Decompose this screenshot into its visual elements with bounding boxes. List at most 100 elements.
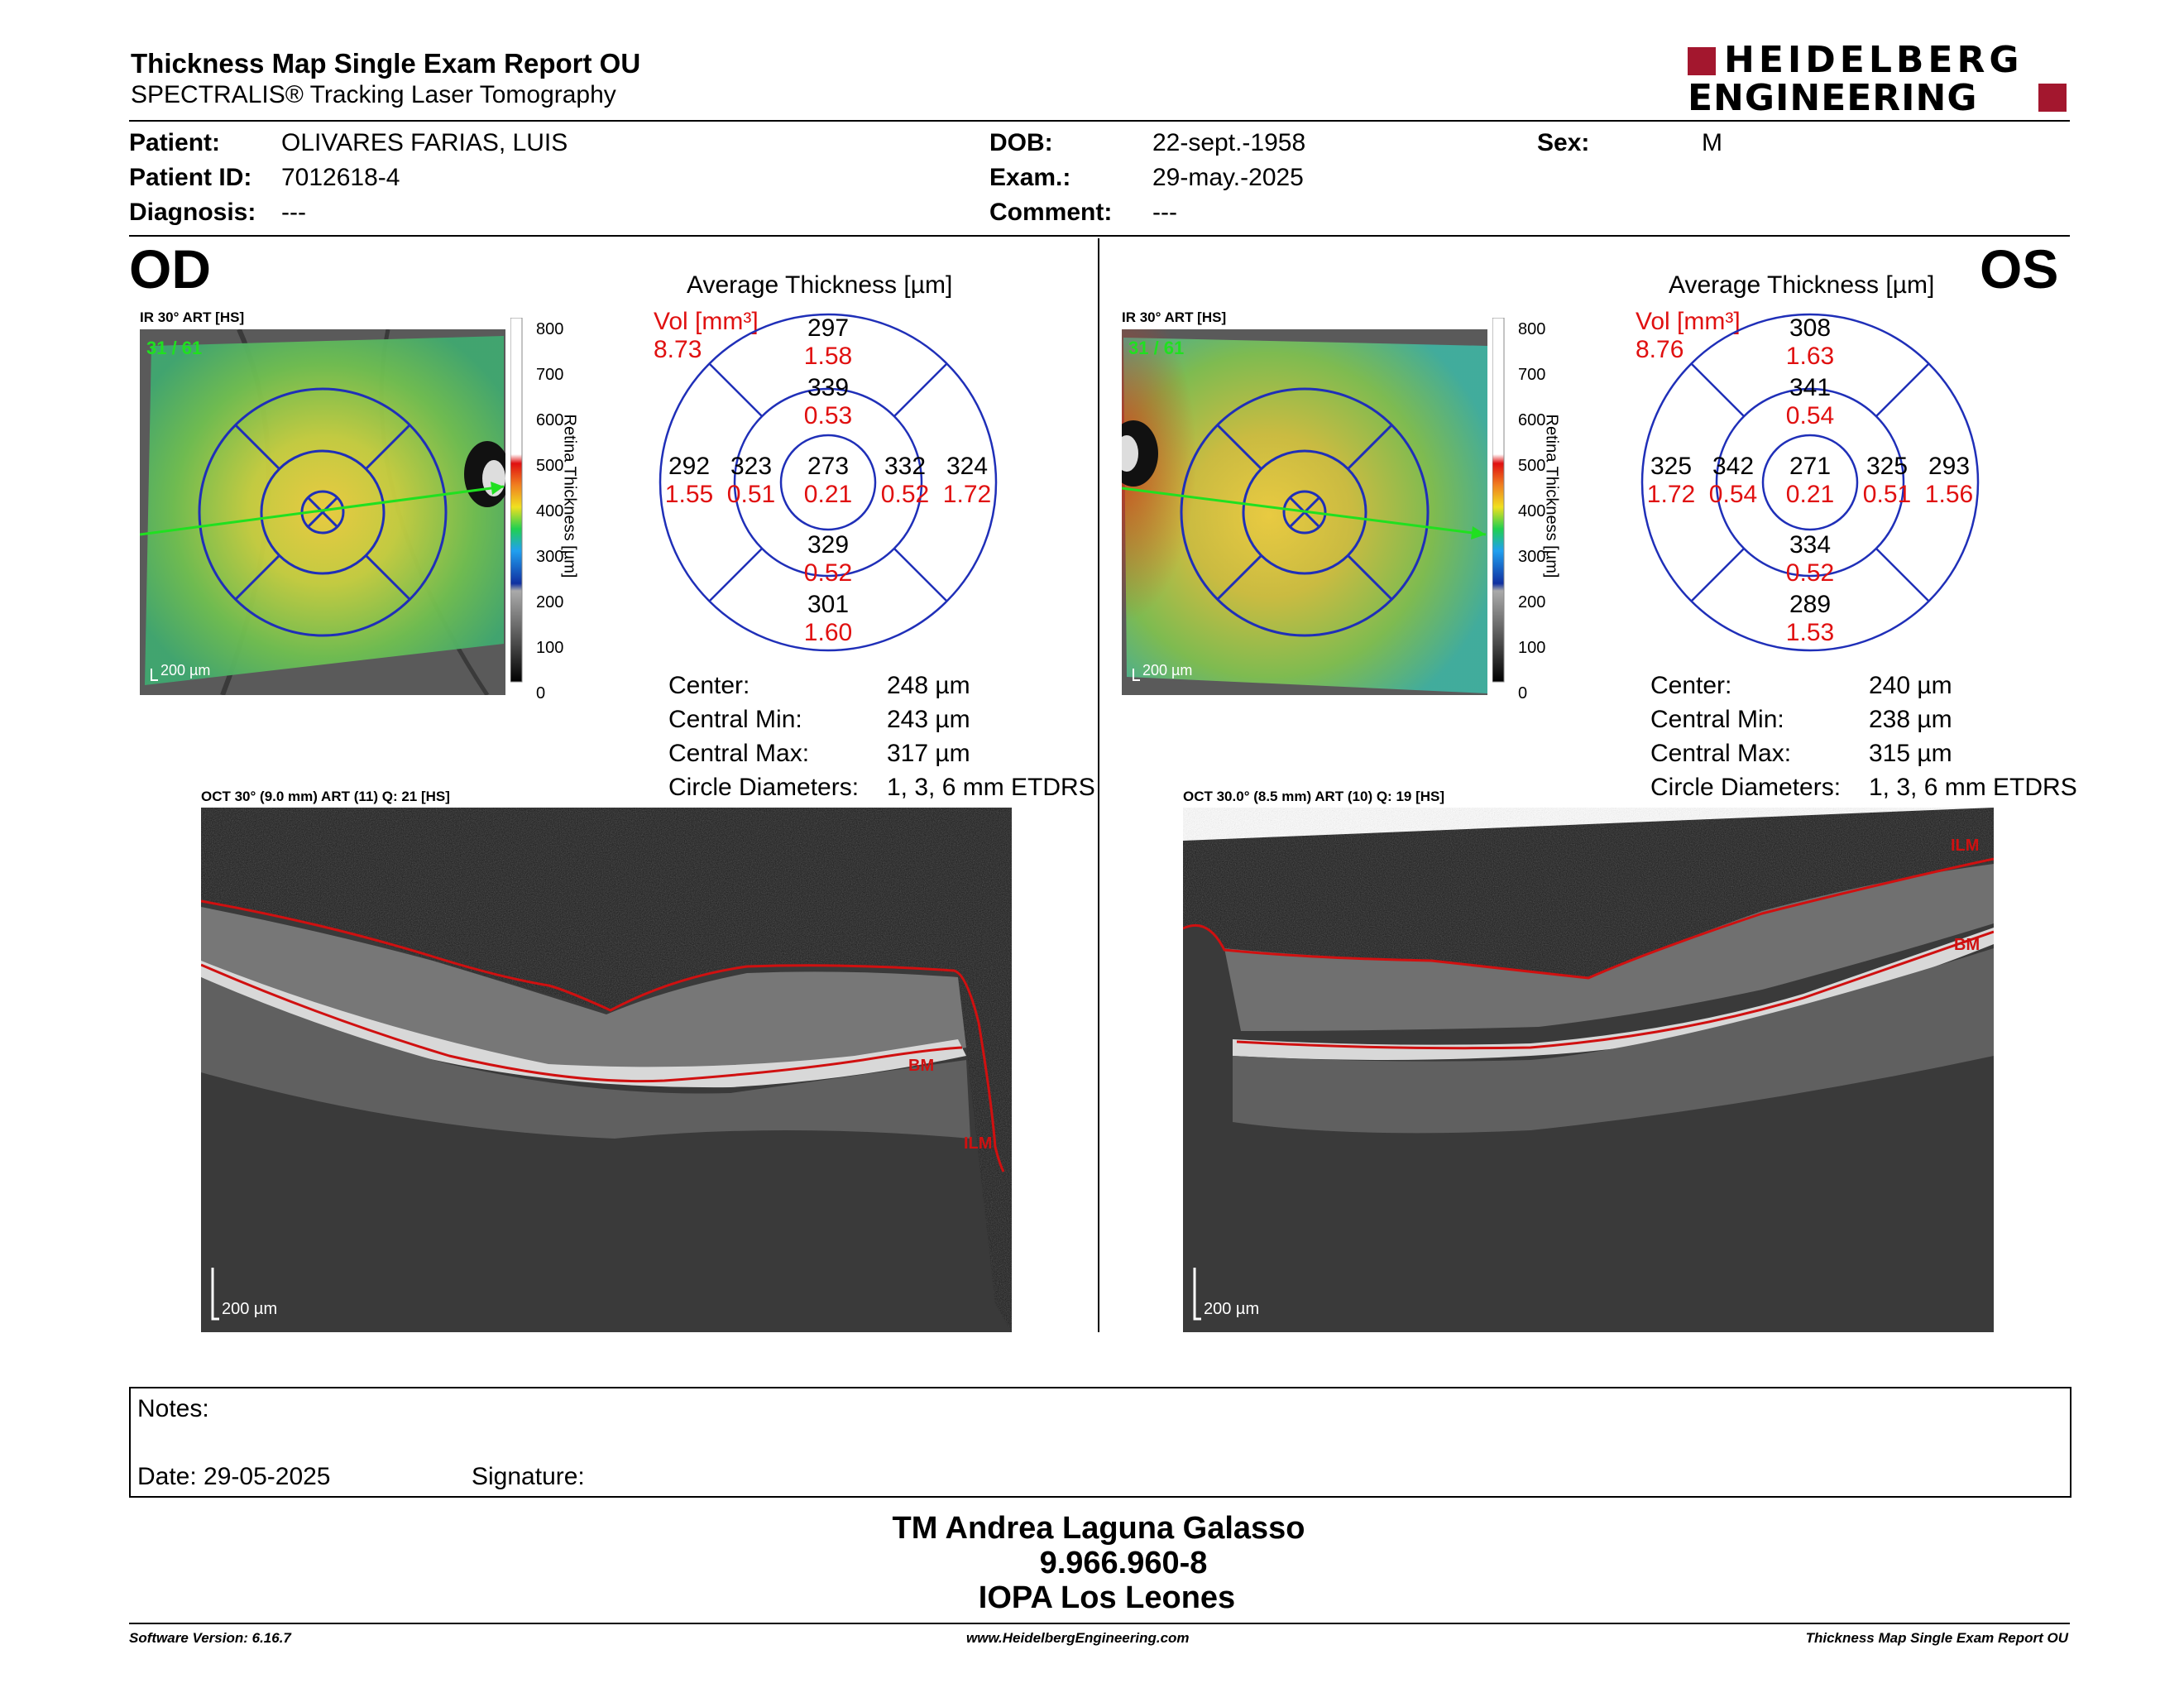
os-outer-right-thickness: 293 bbox=[1928, 453, 1970, 480]
od-outer-sup-thickness: 297 bbox=[807, 314, 849, 342]
od-colorbar bbox=[510, 317, 610, 690]
od-tick-100: 100 bbox=[536, 639, 564, 657]
od-tick-500: 500 bbox=[536, 457, 564, 475]
os-oct-bscan: ILM BM 200 µm bbox=[1183, 808, 1994, 1332]
od-scale-bar: 200 µm bbox=[160, 662, 210, 679]
od-center-volume: 0.21 bbox=[804, 481, 852, 508]
od-diam-label: Circle Diameters: bbox=[668, 774, 860, 801]
os-min-label: Central Min: bbox=[1650, 706, 1784, 733]
od-outer-left-thickness: 292 bbox=[668, 453, 710, 480]
os-outer-left-thickness: 325 bbox=[1650, 453, 1692, 480]
od-inner-inf-volume: 0.52 bbox=[804, 559, 852, 587]
od-avg-title: Average Thickness [µm] bbox=[687, 271, 953, 299]
os-vol-label: Vol [mm³] bbox=[1636, 308, 1741, 335]
logo-line-2: ENGINEERING bbox=[1688, 77, 1978, 119]
os-inner-inf-thickness: 334 bbox=[1789, 531, 1831, 559]
od-tick-400: 400 bbox=[536, 502, 564, 520]
od-inner-inf-thickness: 329 bbox=[807, 531, 849, 559]
os-vol-value: 8.76 bbox=[1636, 336, 1684, 363]
od-outer-left-volume: 1.55 bbox=[665, 481, 713, 508]
od-frame-counter: 31 / 61 bbox=[146, 338, 202, 358]
signature-label: Signature: bbox=[472, 1463, 585, 1490]
od-eye-label: OD bbox=[129, 238, 211, 300]
report-subtitle: SPECTRALIS® Tracking Laser Tomography bbox=[131, 81, 616, 108]
signer-id: 9.966.960-8 bbox=[1039, 1546, 1208, 1580]
os-center-label: Center: bbox=[1650, 672, 1732, 699]
od-tick-700: 700 bbox=[536, 366, 564, 384]
report-title: Thickness Map Single Exam Report OU bbox=[131, 48, 641, 79]
os-colorbar-title: Retina Thickness [µm] bbox=[1542, 414, 1561, 578]
od-center-thickness: 273 bbox=[807, 453, 849, 480]
notes-box[interactable]: Notes: Date: 29-05-2025 Signature: bbox=[129, 1387, 2071, 1498]
signature-block: TM Andrea Laguna Galasso 9.966.960-8 IOP… bbox=[726, 1511, 1471, 1615]
od-ilm-label: ILM bbox=[964, 1134, 992, 1153]
os-eye-label: OS bbox=[1980, 238, 2059, 300]
patient-label: Patient: bbox=[129, 129, 221, 156]
os-oct-scale: 200 µm bbox=[1204, 1300, 1259, 1318]
od-inner-right-volume: 0.52 bbox=[881, 481, 929, 508]
os-tick-600: 600 bbox=[1518, 411, 1546, 429]
dob-value: 22-sept.-1958 bbox=[1152, 129, 1306, 156]
od-center-value: 248 µm bbox=[887, 672, 970, 699]
signer-name: TM Andrea Laguna Galasso bbox=[892, 1511, 1305, 1546]
signer-institution: IOPA Los Leones bbox=[978, 1580, 1236, 1615]
os-max-label: Central Max: bbox=[1650, 740, 1792, 767]
od-outer-sup-volume: 1.58 bbox=[804, 343, 852, 370]
diagnosis-value: --- bbox=[281, 199, 306, 226]
os-outer-inf-volume: 1.53 bbox=[1786, 619, 1834, 646]
od-oct-bscan: BM ILM 200 µm bbox=[201, 808, 1012, 1332]
os-tick-800: 800 bbox=[1518, 320, 1546, 338]
od-outer-right-volume: 1.72 bbox=[943, 481, 991, 508]
od-inner-sup-volume: 0.53 bbox=[804, 402, 852, 429]
od-inner-left-volume: 0.51 bbox=[727, 481, 775, 508]
od-tick-600: 600 bbox=[536, 411, 564, 429]
os-tick-500: 500 bbox=[1518, 457, 1546, 475]
os-inner-left-thickness: 342 bbox=[1712, 453, 1754, 480]
os-inner-right-volume: 0.51 bbox=[1863, 481, 1911, 508]
os-center-value: 240 µm bbox=[1869, 672, 1952, 699]
website-link[interactable]: www.HeidelbergEngineering.com bbox=[966, 1630, 1190, 1646]
patient-divider bbox=[129, 235, 2070, 237]
os-diam-value: 1, 3, 6 mm ETDRS bbox=[1869, 774, 2077, 801]
footer-report-name: Thickness Map Single Exam Report OU bbox=[1805, 1630, 2068, 1646]
os-colorbar bbox=[1492, 317, 1592, 690]
logo-square-top bbox=[1688, 47, 1716, 75]
od-colorbar-title: Retina Thickness [µm] bbox=[560, 414, 579, 578]
sex-value: M bbox=[1702, 129, 1722, 156]
os-oct-label: OCT 30.0° (8.5 mm) ART (10) Q: 19 [HS] bbox=[1183, 789, 1445, 804]
diagnosis-label: Diagnosis: bbox=[129, 199, 256, 226]
os-outer-inf-thickness: 289 bbox=[1789, 591, 1831, 618]
eye-divider bbox=[1098, 238, 1099, 1332]
os-min-value: 238 µm bbox=[1869, 706, 1952, 733]
os-tick-400: 400 bbox=[1518, 502, 1546, 520]
od-volume: Vol [mm³] 8.73 bbox=[654, 308, 759, 364]
os-tick-100: 100 bbox=[1518, 639, 1546, 657]
od-stats-values: 248 µm 243 µm 317 µm 1, 3, 6 mm ETDRS bbox=[887, 669, 1095, 804]
os-diam-label: Circle Diameters: bbox=[1650, 774, 1842, 801]
date-label: Date: 29-05-2025 bbox=[137, 1463, 331, 1490]
os-scale-bar: 200 µm bbox=[1142, 662, 1192, 679]
od-stats-labels: Center: Central Min: Central Max: Circle… bbox=[668, 669, 859, 804]
od-inner-sup-thickness: 339 bbox=[807, 374, 849, 401]
os-outer-sup-thickness: 308 bbox=[1789, 314, 1831, 342]
exam-label: Exam.: bbox=[989, 164, 1071, 191]
od-oct-scale: 200 µm bbox=[222, 1300, 277, 1318]
os-stats-values: 240 µm 238 µm 315 µm 1, 3, 6 mm ETDRS bbox=[1869, 669, 2077, 804]
os-center-thickness: 271 bbox=[1789, 453, 1831, 480]
od-diam-value: 1, 3, 6 mm ETDRS bbox=[887, 774, 1095, 801]
patient-id-label: Patient ID: bbox=[129, 164, 252, 191]
os-inner-sup-thickness: 341 bbox=[1789, 374, 1831, 401]
od-inner-right-thickness: 332 bbox=[884, 453, 926, 480]
os-outer-right-volume: 1.56 bbox=[1925, 481, 1973, 508]
os-thickness-map: 31 / 61 200 µm bbox=[1122, 329, 1487, 695]
od-oct-label: OCT 30° (9.0 mm) ART (11) Q: 21 [HS] bbox=[201, 789, 450, 804]
os-bm-label: BM bbox=[1954, 936, 1980, 954]
patient-name: OLIVARES FARIAS, LUIS bbox=[281, 129, 568, 156]
os-center-volume: 0.21 bbox=[1786, 481, 1834, 508]
od-tick-300: 300 bbox=[536, 548, 564, 566]
od-max-value: 317 µm bbox=[887, 740, 970, 767]
os-inner-inf-volume: 0.52 bbox=[1786, 559, 1834, 587]
os-inner-sup-volume: 0.54 bbox=[1786, 402, 1834, 429]
od-outer-right-thickness: 324 bbox=[946, 453, 988, 480]
header-divider bbox=[129, 120, 2070, 122]
